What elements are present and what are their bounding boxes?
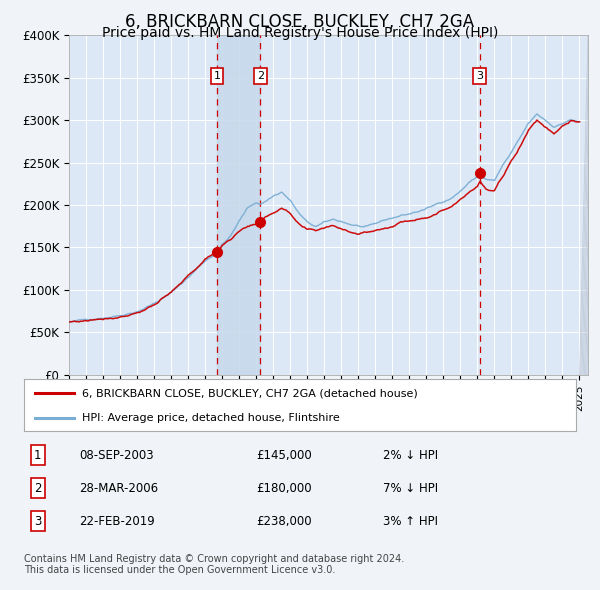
Text: HPI: Average price, detached house, Flintshire: HPI: Average price, detached house, Flin… [82,413,340,422]
Text: This data is licensed under the Open Government Licence v3.0.: This data is licensed under the Open Gov… [24,565,335,575]
Bar [217,35,260,375]
Text: 3: 3 [34,514,41,528]
Text: 08-SEP-2003: 08-SEP-2003 [79,448,154,462]
Text: 6, BRICKBARN CLOSE, BUCKLEY, CH7 2GA: 6, BRICKBARN CLOSE, BUCKLEY, CH7 2GA [125,13,475,31]
Text: 6, BRICKBARN CLOSE, BUCKLEY, CH7 2GA (detached house): 6, BRICKBARN CLOSE, BUCKLEY, CH7 2GA (de… [82,388,418,398]
Text: 3% ↑ HPI: 3% ↑ HPI [383,514,438,528]
Text: 2% ↓ HPI: 2% ↓ HPI [383,448,438,462]
Text: 3: 3 [476,71,483,81]
Text: Price paid vs. HM Land Registry's House Price Index (HPI): Price paid vs. HM Land Registry's House … [102,26,498,40]
Text: 2: 2 [34,481,41,495]
Text: £145,000: £145,000 [256,448,311,462]
Text: 2: 2 [257,71,264,81]
Text: 1: 1 [34,448,41,462]
Text: 22-FEB-2019: 22-FEB-2019 [79,514,155,528]
Text: £238,000: £238,000 [256,514,311,528]
Text: Contains HM Land Registry data © Crown copyright and database right 2024.: Contains HM Land Registry data © Crown c… [24,553,404,563]
Text: 1: 1 [214,71,220,81]
Text: 7% ↓ HPI: 7% ↓ HPI [383,481,438,495]
Text: £180,000: £180,000 [256,481,311,495]
Text: 28-MAR-2006: 28-MAR-2006 [79,481,158,495]
